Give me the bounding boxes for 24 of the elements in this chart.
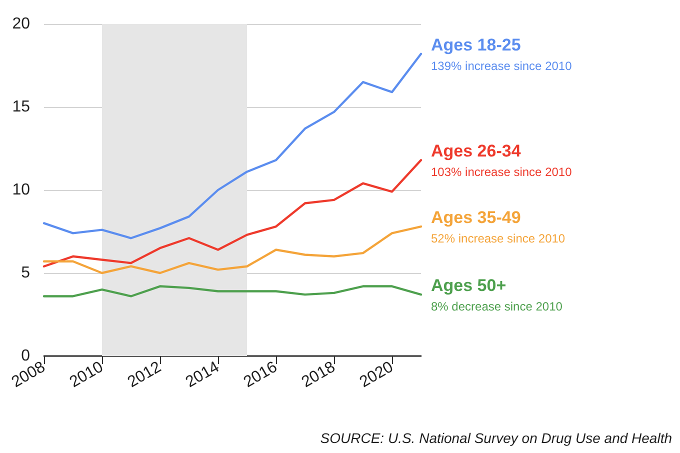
- text: 103% increase since 2010: [431, 165, 572, 180]
- series-label: Ages 35-49: [431, 208, 521, 228]
- y-tick-label: 10: [12, 182, 30, 198]
- line-series: [42, 225, 422, 274]
- text: 139% increase since 2010: [431, 58, 572, 73]
- series-label: Ages 18-25: [431, 35, 521, 54]
- x-tick-label: 2014: [182, 358, 222, 392]
- series-label: Ages 26-34: [431, 142, 522, 161]
- line-series: [42, 285, 422, 298]
- y-tick-label: 0: [21, 348, 30, 364]
- line-series: [42, 52, 422, 240]
- x-tick-label: 2016: [240, 358, 280, 392]
- x-tick-label: 2018: [298, 358, 338, 392]
- line-series: [42, 159, 422, 268]
- text: 52% increase since 2010: [431, 232, 566, 246]
- x-tick-label: 2010: [66, 358, 106, 392]
- y-tick-label: 5: [21, 264, 30, 282]
- y-tick-label: 20: [12, 16, 30, 32]
- y-tick-label: 15: [12, 98, 30, 116]
- text: 8% decrease since 2010: [431, 300, 563, 314]
- x-tick-label: 2012: [124, 358, 164, 392]
- source-note: SOURCE: U.S. National Survey on Drug Use and Health: [320, 430, 672, 446]
- x-tick-label: 2020: [356, 358, 396, 392]
- series-label: Ages 50+: [431, 276, 506, 296]
